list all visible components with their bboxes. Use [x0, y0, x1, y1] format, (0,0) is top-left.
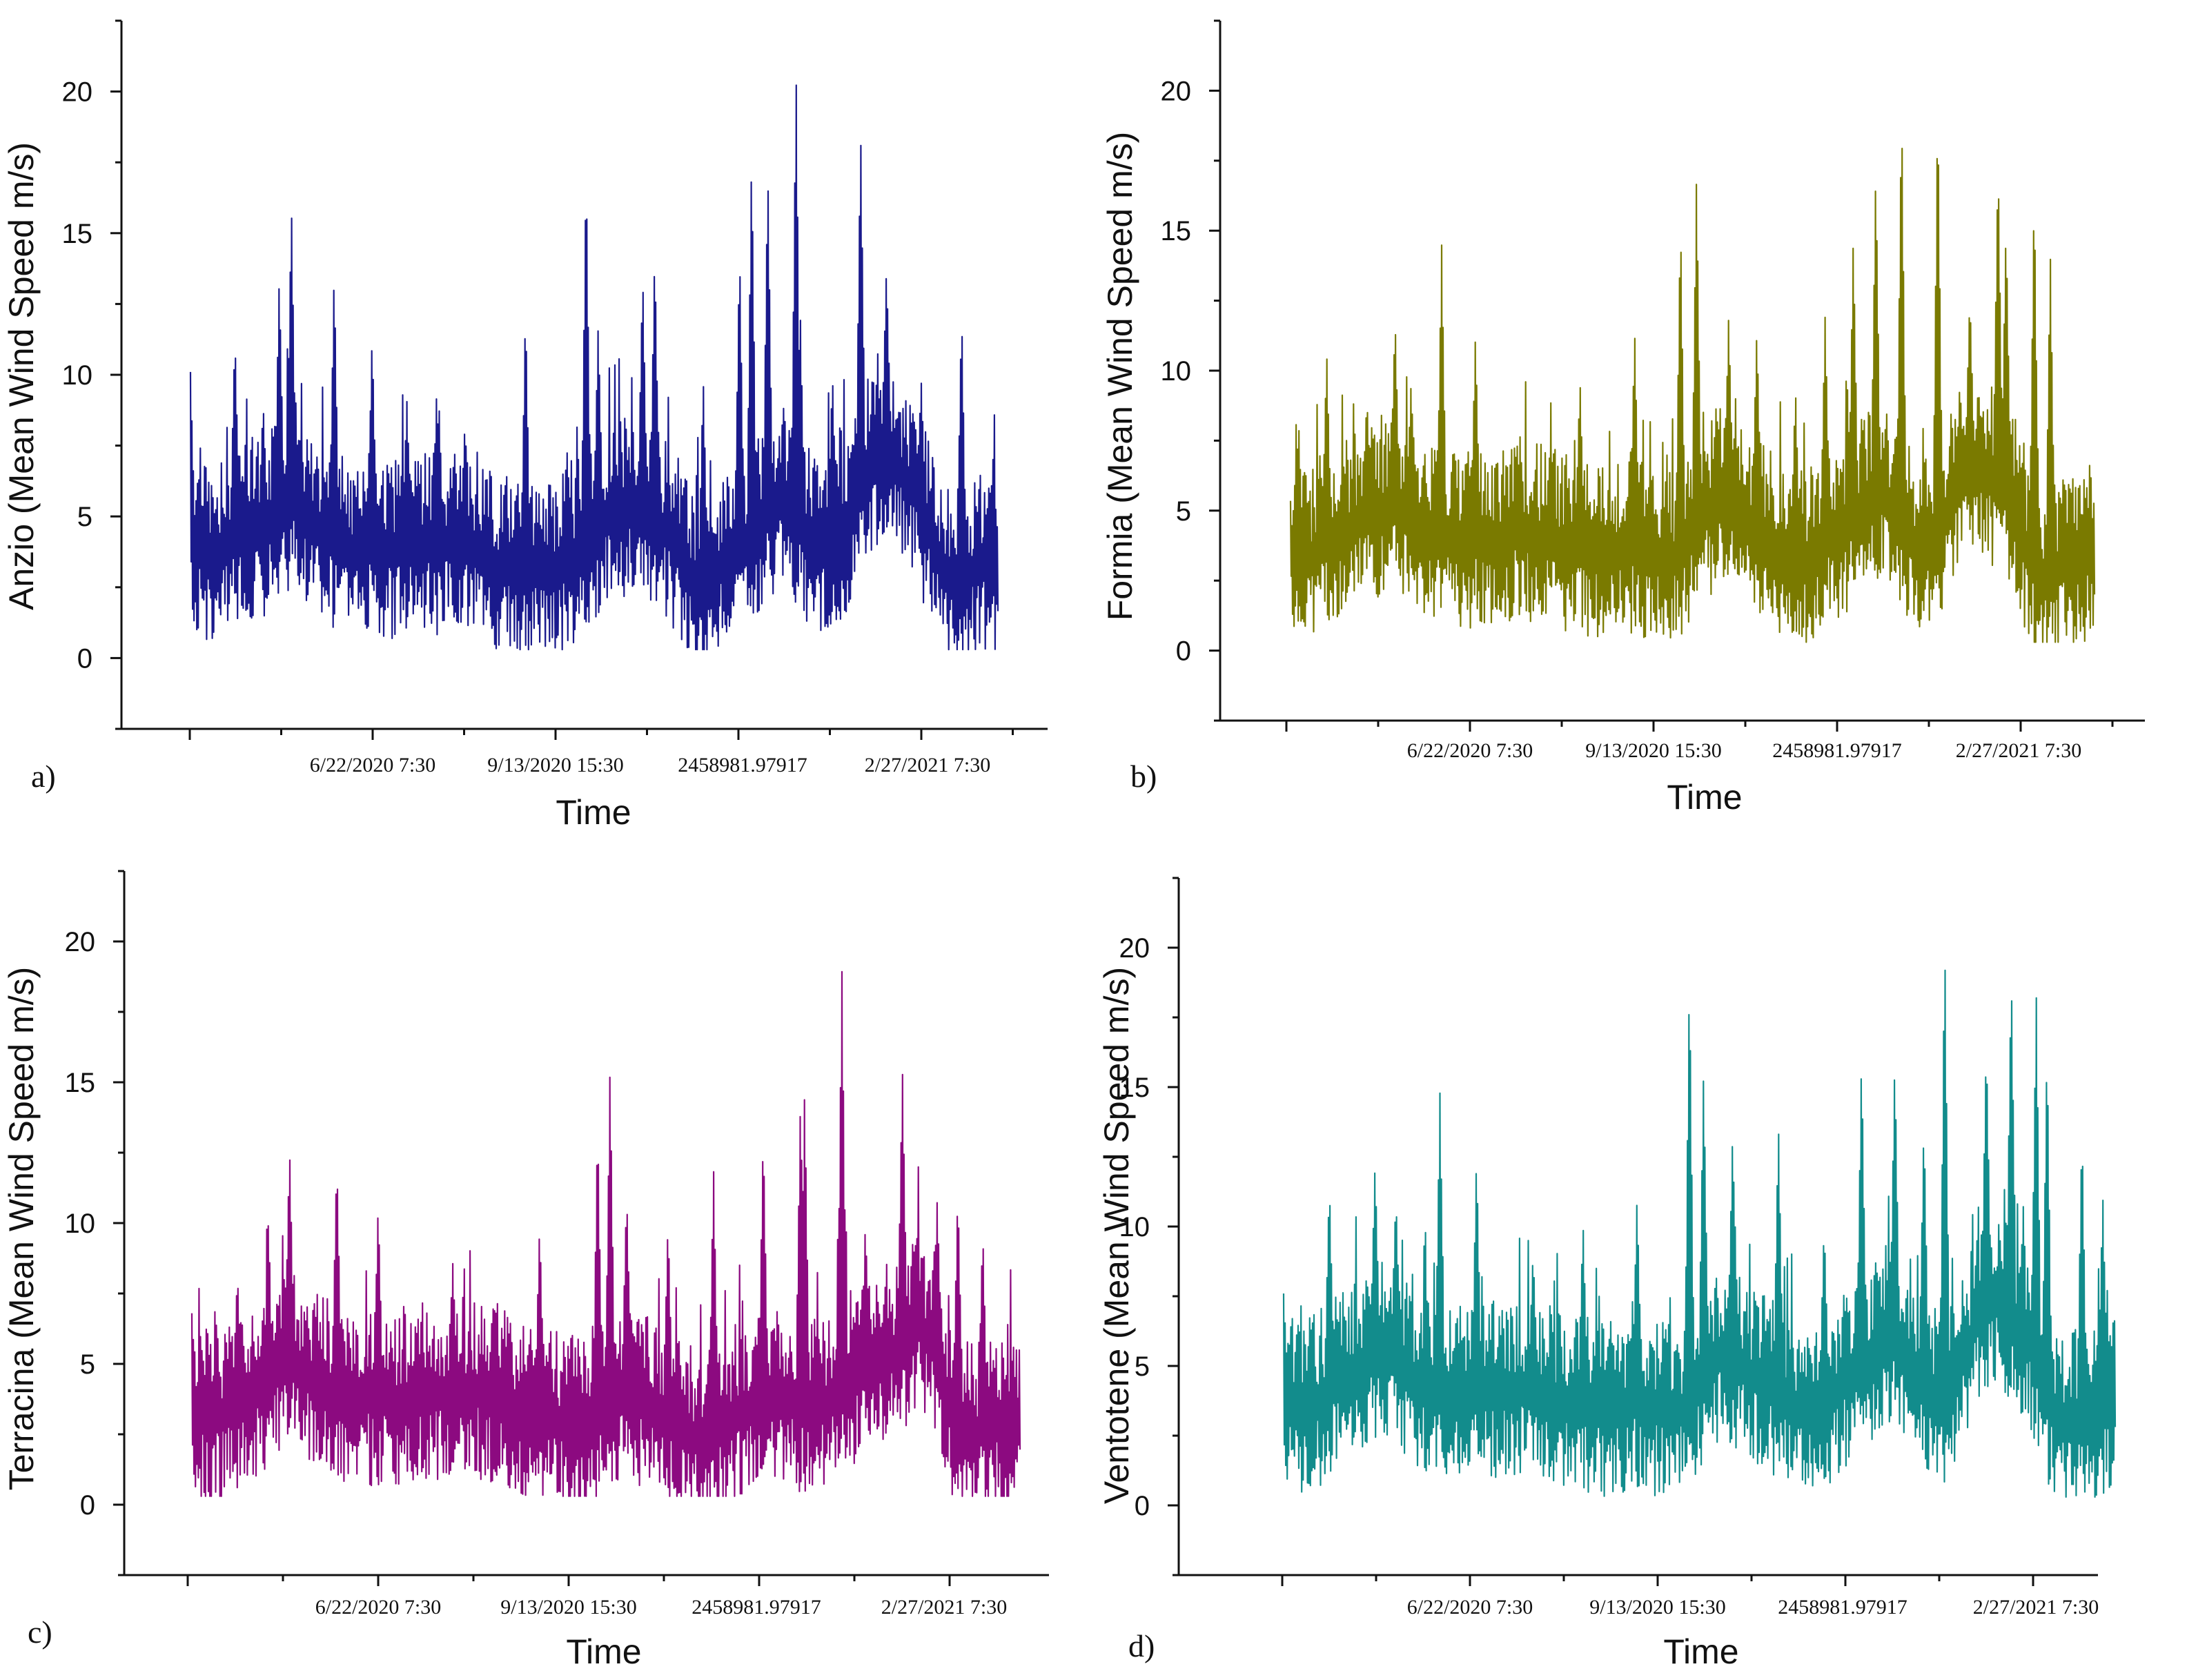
x-tick-label: 6/22/2020 7:30 — [315, 1596, 442, 1619]
y-tick-label: 5 — [1135, 1351, 1150, 1382]
series-line-terracina — [190, 970, 1021, 1497]
y-tick-label: 10 — [65, 1209, 96, 1239]
x-tick-label: 2/27/2021 7:30 — [865, 754, 991, 776]
panel-label-a: a) — [31, 759, 56, 794]
x-tick-label: 2458981.97917 — [1778, 1596, 1907, 1619]
x-tick-label: 6/22/2020 7:30 — [1407, 1596, 1533, 1619]
y-tick-label: 0 — [77, 643, 92, 674]
x-tick-label: 2/27/2021 7:30 — [1973, 1596, 2099, 1619]
panel-a: Anzio (Mean Wind Speed m/s) Time a) 0 5 10… — [2, 19, 1048, 832]
xlabel-b: Time — [1667, 778, 1742, 817]
x-tick-label: 9/13/2020 15:30 — [1589, 1596, 1726, 1619]
y-tick-label: 10 — [1119, 1212, 1150, 1242]
plot-b — [1289, 148, 2096, 643]
series-line-anzio — [189, 84, 999, 651]
y-tick-label: 10 — [1161, 356, 1192, 387]
xlabel-c: Time — [566, 1632, 641, 1671]
ticks-b: 0 5 10 15 20 6/22/2020 7:30 9/13/2020 15:30 245… — [1161, 19, 2145, 762]
series-line-ventotene — [1282, 969, 2117, 1498]
y-tick-label: 20 — [62, 77, 93, 108]
ticks-a: 0 5 10 15 20 6/22/2020 7:30 9/13/2020 15:30 245… — [62, 19, 1048, 776]
y-tick-label: 20 — [1119, 933, 1150, 964]
y-tick-label: 5 — [77, 502, 92, 532]
y-tick-label: 20 — [65, 927, 96, 957]
x-tick-label: 9/13/2020 15:30 — [500, 1596, 637, 1619]
xlabel-d: Time — [1663, 1632, 1738, 1671]
y-tick-label: 5 — [80, 1349, 95, 1380]
ylabel-d: Ventotene (Mean Wind Speed m/s) — [1097, 967, 1136, 1504]
plot-d — [1282, 969, 2117, 1498]
panel-label-c: c) — [28, 1614, 52, 1650]
x-tick-label: 6/22/2020 7:30 — [1407, 739, 1533, 762]
y-tick-label: 0 — [1135, 1491, 1150, 1521]
y-tick-label: 0 — [1176, 636, 1191, 667]
y-tick-label: 5 — [1176, 496, 1191, 527]
ticks-d: 0 5 10 15 20 6/22/2020 7:30 9/13/2020 15:30 245… — [1119, 877, 2099, 1619]
y-tick-label: 15 — [62, 219, 93, 249]
x-tick-label: 9/13/2020 15:30 — [487, 754, 624, 776]
series-line-formia — [1289, 148, 2096, 643]
ticks-c: 0 5 10 15 20 6/22/2020 7:30 9/13/2020 15:30 245… — [65, 870, 1049, 1619]
x-tick-label: 2458981.97917 — [678, 754, 807, 776]
panel-label-b: b) — [1130, 759, 1157, 794]
ylabel-b: Formia (Mean Wind Speed m/s) — [1101, 132, 1139, 621]
ylabel-a: Anzio (Mean Wind Speed m/s) — [2, 142, 41, 610]
x-tick-label: 6/22/2020 7:30 — [310, 754, 436, 776]
xlabel-a: Time — [556, 793, 631, 832]
y-tick-label: 10 — [62, 360, 93, 391]
x-tick-label: 2458981.97917 — [691, 1596, 821, 1619]
x-tick-label: 2/27/2021 7:30 — [1956, 739, 2082, 762]
y-tick-label: 15 — [1161, 216, 1192, 246]
panel-c: Terracina (Mean Wind Speed m/s) Time c) … — [2, 870, 1049, 1671]
plot-a — [189, 84, 999, 651]
x-tick-label: 9/13/2020 15:30 — [1585, 739, 1722, 762]
x-tick-label: 2/27/2021 7:30 — [881, 1596, 1008, 1619]
y-tick-label: 20 — [1161, 76, 1192, 106]
y-tick-label: 15 — [65, 1068, 96, 1098]
y-tick-label: 0 — [80, 1490, 95, 1521]
panel-d: Ventotene (Mean Wind Speed m/s) Time d) … — [1097, 877, 2117, 1671]
x-tick-label: 2458981.97917 — [1772, 739, 1902, 762]
plot-c — [190, 970, 1021, 1497]
panel-label-d: d) — [1128, 1628, 1155, 1663]
panel-b: Formia (Mean Wind Speed m/s) Time b) 0 5 1… — [1101, 19, 2145, 817]
ylabel-c: Terracina (Mean Wind Speed m/s) — [2, 967, 41, 1491]
y-tick-label: 15 — [1119, 1073, 1150, 1103]
